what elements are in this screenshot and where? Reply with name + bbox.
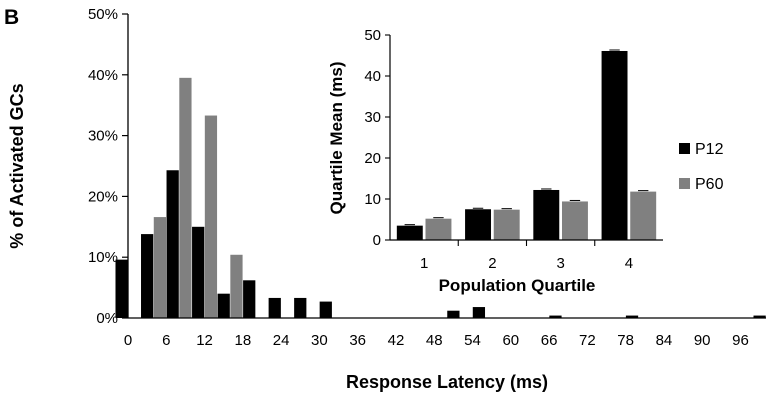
main-x-tick-label: 6 bbox=[162, 332, 170, 349]
histogram-bar-p12 bbox=[217, 293, 230, 318]
inset-y-tick-label: 40 bbox=[364, 68, 381, 85]
inset-bar-p60 bbox=[425, 218, 452, 240]
inset-x-tick-label: 4 bbox=[625, 255, 633, 272]
inset-x-tick-label: 3 bbox=[556, 255, 564, 272]
inset-x-axis-title: Population Quartile bbox=[439, 276, 596, 295]
inset-bar-p12 bbox=[396, 225, 423, 240]
histogram-bar-p12 bbox=[319, 301, 332, 318]
inset-bar-p60 bbox=[561, 201, 588, 240]
main-x-tick-label: 12 bbox=[196, 332, 213, 349]
histogram-bar-p12 bbox=[753, 315, 766, 318]
histogram-bar-p12 bbox=[472, 307, 486, 318]
inset-bar-p12 bbox=[601, 50, 628, 240]
histogram-bar-p12 bbox=[447, 310, 460, 318]
quartile-inset-chart: 0 10 20 30 40 50 1 2 3 4 Quartile Mean (ms) Popu… bbox=[327, 27, 663, 295]
main-y-axis-title: % of Activated GCs bbox=[7, 83, 27, 248]
main-x-tick-label: 90 bbox=[694, 332, 711, 349]
histogram-bar-p12 bbox=[243, 280, 256, 318]
main-x-tick-label: 48 bbox=[426, 332, 443, 349]
main-x-tick-label: 30 bbox=[311, 332, 328, 349]
inset-bar-p12 bbox=[465, 209, 492, 240]
inset-x-tick-label: 2 bbox=[488, 255, 496, 272]
main-y-tick-label: 0% bbox=[96, 310, 118, 327]
histogram-bar-p12 bbox=[141, 234, 154, 318]
histogram-bar-p60 bbox=[153, 217, 167, 318]
histogram-bar-p12 bbox=[192, 226, 205, 318]
inset-y-tick-label: 50 bbox=[364, 27, 381, 44]
legend: P12 P60 bbox=[679, 141, 724, 193]
histogram-bar-p12 bbox=[166, 170, 179, 318]
histogram-bar-p12 bbox=[115, 259, 128, 318]
main-y-tick-label: 30% bbox=[88, 128, 118, 145]
legend-label-p12: P12 bbox=[695, 141, 724, 158]
histogram-bar-p12 bbox=[549, 315, 562, 318]
inset-bars bbox=[396, 49, 657, 240]
histogram-bar-p12 bbox=[268, 297, 281, 318]
inset-y-axis-title: Quartile Mean (ms) bbox=[327, 61, 346, 214]
main-y-ticks: 0% 10% 20% 30% 40% 50% bbox=[88, 6, 128, 327]
main-bars bbox=[115, 77, 766, 318]
inset-bar-p60 bbox=[493, 209, 520, 240]
main-x-tick-label: 42 bbox=[388, 332, 405, 349]
legend-swatch-p12 bbox=[679, 143, 690, 154]
legend-swatch-p60 bbox=[679, 178, 690, 189]
main-x-tick-label: 0 bbox=[124, 332, 132, 349]
histogram-bar-p12 bbox=[294, 297, 307, 318]
inset-x-tick-label: 1 bbox=[420, 255, 428, 272]
latency-histogram: 0%10%20%30%40%50% 0 6 12 18 24 30 36 42 48 54 60 66… bbox=[7, 6, 766, 392]
inset-bar-p60 bbox=[630, 191, 657, 240]
inset-y-tick-label: 0 bbox=[373, 232, 381, 249]
histogram-bar-p60 bbox=[230, 254, 243, 318]
main-x-tick-label: 72 bbox=[579, 332, 596, 349]
inset-y-tick-label: 20 bbox=[364, 150, 381, 167]
inset-y-ticks: 0 10 20 30 40 50 bbox=[364, 27, 390, 249]
inset-y-tick-label: 30 bbox=[364, 109, 381, 126]
main-x-tick-label: 84 bbox=[656, 332, 673, 349]
main-x-tick-label: 18 bbox=[234, 332, 251, 349]
main-x-tick-label: 36 bbox=[349, 332, 366, 349]
main-x-axis-title: Response Latency (ms) bbox=[346, 372, 548, 392]
main-x-ticks: 0 6 12 18 24 30 36 42 48 54 60 66 72 78 84 90 96 bbox=[124, 332, 749, 349]
main-y-tick-label: 10% bbox=[88, 249, 118, 266]
panel-label: B bbox=[4, 6, 19, 29]
main-x-tick-label: 66 bbox=[541, 332, 558, 349]
main-y-tick-label: 40% bbox=[88, 67, 118, 84]
inset-y-tick-label: 10 bbox=[364, 191, 381, 208]
legend-label-p60: P60 bbox=[695, 176, 724, 193]
main-x-tick-label: 54 bbox=[464, 332, 481, 349]
histogram-bar-p60 bbox=[179, 77, 192, 318]
main-x-tick-label: 78 bbox=[617, 332, 634, 349]
main-y-tick-label: 20% bbox=[88, 188, 118, 205]
main-y-tick-label: 50% bbox=[88, 6, 118, 23]
inset-bar-p12 bbox=[533, 189, 560, 240]
histogram-bar-p12 bbox=[625, 315, 639, 318]
inset-x-ticks: 1 2 3 4 bbox=[420, 240, 633, 272]
main-x-tick-label: 24 bbox=[273, 332, 290, 349]
histogram-bar-p60 bbox=[204, 115, 218, 318]
main-x-tick-label: 60 bbox=[502, 332, 519, 349]
main-x-tick-label: 96 bbox=[732, 332, 749, 349]
